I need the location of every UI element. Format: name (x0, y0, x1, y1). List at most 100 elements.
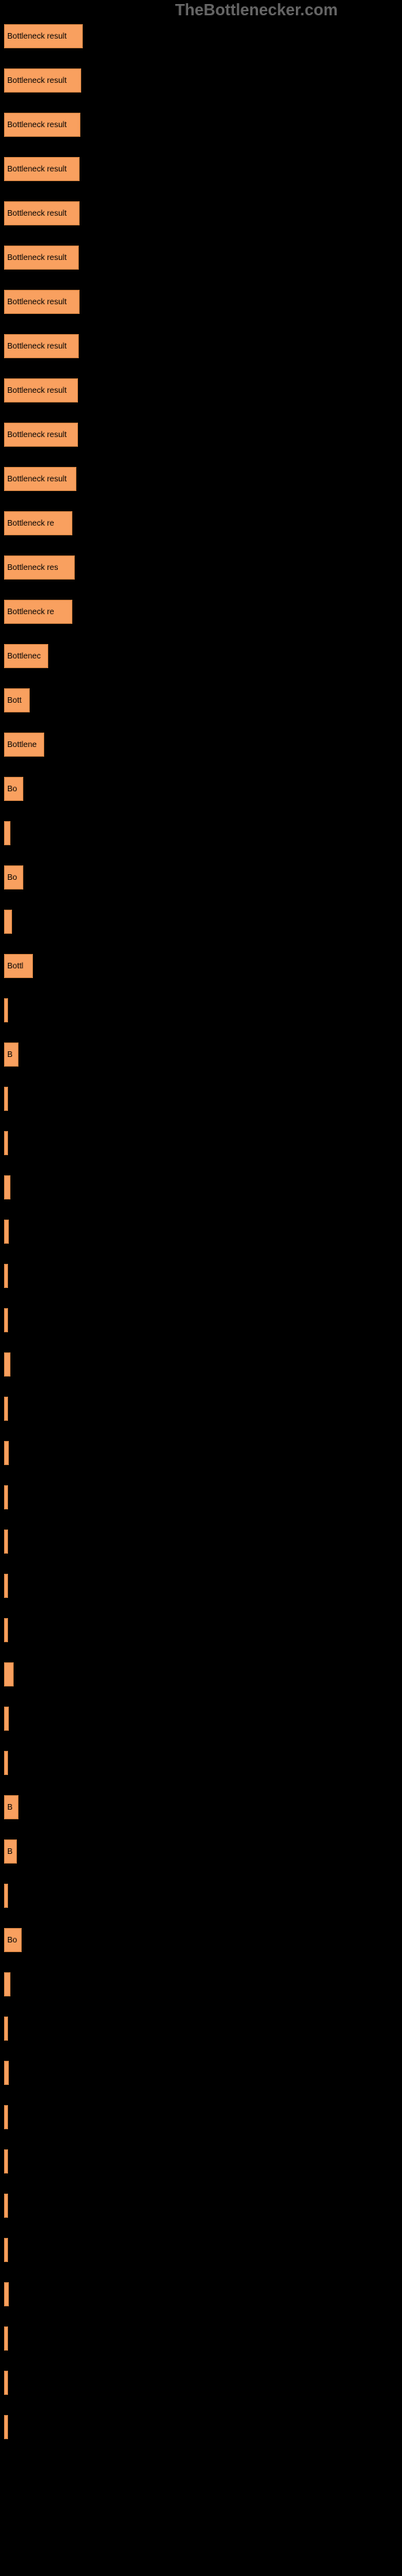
bar: Bo (4, 777, 23, 801)
bar-label: Bottleneck re (7, 608, 54, 617)
chart-container: Bottleneck result Bottleneck result Bottle… (0, 0, 402, 2475)
bar-row: Bo (4, 777, 398, 801)
bar-row: Bottleneck result (4, 467, 398, 491)
bar-row: Bottleneck result (4, 68, 398, 93)
bar: Bottleneck result (4, 246, 79, 270)
bar (4, 1662, 14, 1686)
bar (4, 1264, 8, 1288)
bar-row: Bottleneck result (4, 246, 398, 270)
bar-row (4, 2238, 398, 2262)
bar (4, 2017, 8, 2041)
bar (4, 1308, 8, 1332)
bar (4, 821, 10, 845)
bar-row: Bottleneck result (4, 334, 398, 358)
bar-row (4, 1662, 398, 1686)
bar-row (4, 2105, 398, 2129)
bar (4, 1175, 10, 1199)
bar-label: Bottleneck re (7, 519, 54, 528)
bar-row (4, 1397, 398, 1421)
bar (4, 910, 12, 934)
bar (4, 2282, 9, 2306)
bar (4, 1530, 8, 1554)
bar: B (4, 1839, 17, 1864)
bar-label: Bottleneck res (7, 564, 58, 572)
bar-label: Bo (7, 785, 17, 794)
bar: B (4, 1795, 18, 1819)
bar-row (4, 2061, 398, 2085)
bar-label: Bottleneck result (7, 165, 67, 174)
watermark-text: TheBottlenecker.com (175, 2, 338, 20)
bar-row (4, 2415, 398, 2439)
bar: Bottleneck result (4, 423, 78, 447)
bar: Bott (4, 688, 30, 712)
bar-label: Bottleneck result (7, 431, 67, 440)
bar-row: Bott (4, 688, 398, 712)
bar-row: Bo (4, 865, 398, 890)
bar-label: Bo (7, 1936, 17, 1945)
bar: Bottleneck res (4, 555, 75, 580)
bar (4, 1751, 8, 1775)
bar-label: B (7, 1847, 13, 1856)
bar-row (4, 1131, 398, 1155)
bar-row: B (4, 1839, 398, 1864)
bar-label: Bottleneck result (7, 475, 67, 484)
bar-label: Bottleneck result (7, 298, 67, 307)
bar-row (4, 2282, 398, 2306)
bar-row: Bottleneck result (4, 201, 398, 225)
bar (4, 1972, 10, 1996)
bar-label: Bottlene (7, 741, 37, 749)
bar-row (4, 910, 398, 934)
bar: B (4, 1042, 18, 1067)
bar-row: B (4, 1795, 398, 1819)
bar-row (4, 1441, 398, 1465)
bar-label: Bottleneck result (7, 342, 67, 351)
bar-label: Bottleneck result (7, 209, 67, 218)
bar: Bottleneck result (4, 68, 81, 93)
bar-row (4, 1352, 398, 1377)
bar-row (4, 1884, 398, 1908)
bar-row: Bottleneck result (4, 157, 398, 181)
bar-label: Bottleneck result (7, 386, 67, 395)
bar: Bottleneck result (4, 157, 80, 181)
bar (4, 1352, 10, 1377)
bar: Bottleneck result (4, 24, 83, 48)
bar-row (4, 1530, 398, 1554)
bar (4, 2061, 9, 2085)
bar-row: Bottlene (4, 733, 398, 757)
bar-row (4, 1972, 398, 1996)
bar: Bottleneck result (4, 201, 80, 225)
bar-row: Bottleneck res (4, 555, 398, 580)
bar-row (4, 1308, 398, 1332)
bar (4, 2326, 8, 2351)
bar-label: Bo (7, 873, 17, 882)
bar-row: Bottleneck result (4, 113, 398, 137)
bar (4, 1441, 9, 1465)
bar (4, 1485, 8, 1509)
bar (4, 1884, 8, 1908)
bar-row (4, 2017, 398, 2041)
bar (4, 1707, 9, 1731)
bar (4, 1220, 9, 1244)
bar-label: Bottleneck result (7, 121, 67, 130)
bar: Bottlene (4, 733, 44, 757)
bar (4, 1087, 8, 1111)
bar-row (4, 1485, 398, 1509)
bar (4, 2238, 8, 2262)
bar (4, 2415, 8, 2439)
bar: Bottleneck result (4, 290, 80, 314)
bar-row (4, 1264, 398, 1288)
bar-label: Bottleneck result (7, 254, 67, 262)
bar-label: B (7, 1803, 13, 1812)
bar-row: Bottlenec (4, 644, 398, 668)
bar-label: Bottl (7, 962, 23, 971)
bar-row (4, 2371, 398, 2395)
bar: Bottleneck re (4, 600, 72, 624)
bar: Bottleneck result (4, 113, 80, 137)
bar (4, 2105, 8, 2129)
bar (4, 998, 8, 1022)
bar (4, 2371, 8, 2395)
bar-label: Bott (7, 696, 22, 705)
bar: Bottleneck re (4, 511, 72, 535)
bar-row (4, 1707, 398, 1731)
bar-label: Bottlenec (7, 652, 41, 661)
